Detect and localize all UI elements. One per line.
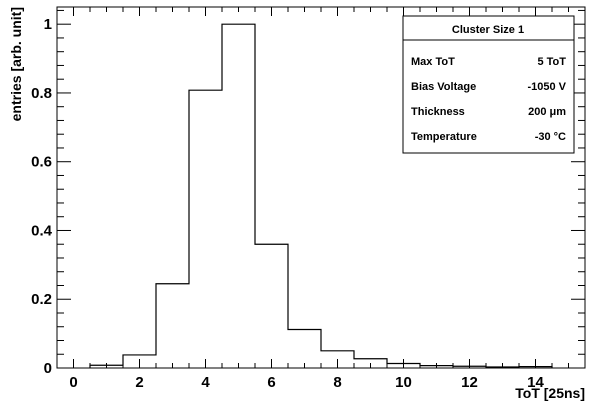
stats-label-thickness: Thickness — [411, 106, 465, 118]
stats-label-max-tot: Max ToT — [411, 56, 455, 68]
x-tick-label: 4 — [201, 374, 210, 391]
y-tick-label: 0.8 — [31, 85, 52, 102]
x-tick-label: 2 — [135, 374, 143, 391]
y-axis-title: entries [arb. unit] — [8, 7, 24, 121]
x-tick-label: 12 — [461, 374, 478, 391]
x-tick-label: 0 — [69, 374, 77, 391]
y-tick-label: 0 — [44, 360, 52, 377]
stats-value-max-tot: 5 ToT — [537, 56, 566, 68]
stats-box: Cluster Size 1 Max ToT 5 ToT Bias Voltag… — [402, 15, 575, 154]
stats-box-frame — [402, 15, 575, 154]
stats-value-bias-voltage: -1050 V — [527, 81, 566, 93]
x-tick-label: 8 — [333, 374, 341, 391]
y-tick-label: 1 — [44, 16, 52, 33]
x-tick-label: 14 — [527, 374, 544, 391]
x-tick-label: 10 — [395, 374, 412, 391]
stats-value-thickness: 200 μm — [528, 106, 566, 118]
stats-label-bias-voltage: Bias Voltage — [411, 81, 476, 93]
x-tick-label: 6 — [267, 374, 275, 391]
stats-label-temperature: Temperature — [411, 131, 477, 143]
y-tick-label: 0.6 — [31, 154, 52, 171]
x-axis-title: ToT [25ns] — [515, 385, 585, 401]
y-tick-label: 0.4 — [31, 222, 53, 239]
stats-value-temperature: -30 °C — [535, 131, 566, 143]
stats-box-title: Cluster Size 1 — [452, 24, 524, 36]
y-tick-label: 0.2 — [31, 291, 52, 308]
histogram-outline — [89, 23, 553, 368]
tick-labels: 0 2 4 6 8 10 12 14 0 0.2 0.4 0.6 0.8 1 — [31, 16, 544, 391]
